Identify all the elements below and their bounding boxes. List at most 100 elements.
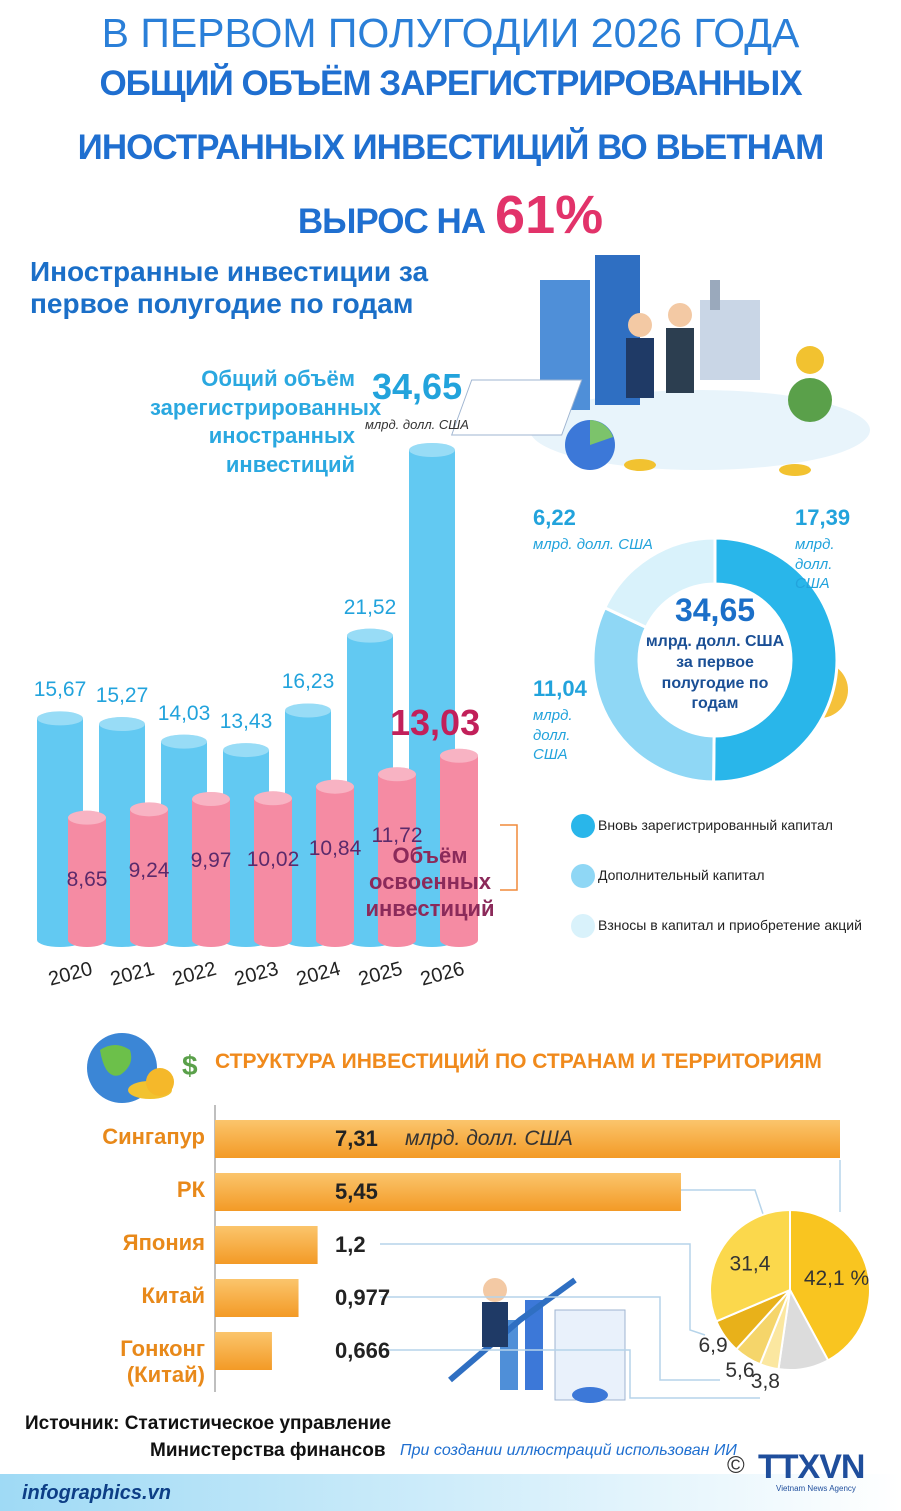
bar-cap: [347, 628, 393, 643]
header-line: ВЫРОС НА 61%: [0, 184, 901, 246]
bar-cap: [409, 443, 455, 457]
value-label: 6,9: [699, 1334, 728, 1357]
pie-slice: [712, 536, 839, 784]
header-line: ИНОСТРАННЫХ ИНВЕСТИЦИЙ ВО ВЬЕТНАМ: [77, 128, 825, 167]
bar: [215, 1279, 299, 1317]
unit: млрд. долл. США: [405, 1127, 573, 1150]
bar-base: [130, 933, 168, 947]
growth-illustration: [448, 1277, 626, 1403]
value-label: 1,2: [335, 1232, 366, 1257]
bar-cap: [99, 717, 145, 732]
total: 34,65: [674, 592, 756, 628]
category-label: Япония: [122, 1230, 205, 1255]
value-label: 42,1 %: [804, 1267, 869, 1290]
bar-cap: [68, 810, 106, 825]
value-label: 15,67: [33, 678, 87, 702]
pie-slice: [591, 605, 716, 784]
pie-slice: [789, 1208, 871, 1362]
bar: [316, 786, 354, 940]
unit: млрд. долл. США: [533, 536, 653, 553]
illustration: [450, 255, 870, 476]
unit: млрд. долл. США: [533, 707, 573, 763]
category-label: Китай: [141, 1283, 206, 1308]
value-label: 9,24: [128, 859, 170, 883]
bar: [192, 799, 230, 940]
pie-slice: [709, 1208, 791, 1323]
bar: [378, 774, 416, 940]
bar-cap: [440, 748, 478, 763]
bar-cap-shine: [68, 810, 106, 825]
bar: [130, 809, 168, 940]
header-line: ОБЩИЙ ОБЪЁМ ЗАРЕГИСТРИРОВАННЫХ: [99, 64, 802, 103]
bar-base: [440, 933, 478, 947]
bar-cap-shine: [223, 743, 269, 758]
category-label: РК: [176, 1177, 205, 1202]
header-line: В ПЕРВОМ ПОЛУГОДИИ 2026 ГОДА: [101, 10, 800, 56]
bar-cap: [285, 703, 331, 718]
unit: млрд. долл. США: [365, 417, 469, 432]
bar: [254, 798, 292, 940]
bar-base: [378, 933, 416, 947]
bar: [440, 755, 478, 940]
bar-cap-shine: [254, 791, 292, 806]
value-label: 31,4: [730, 1253, 771, 1276]
value-label: 0,977: [335, 1285, 391, 1310]
legend-marker: [571, 814, 595, 838]
value-label: 10,84: [308, 836, 362, 860]
value-label: 17,39: [795, 505, 851, 530]
value-label: 8,65: [66, 867, 108, 891]
logo-caption: Vietnam News Agency: [776, 1484, 856, 1493]
value-label: 10,02: [246, 848, 300, 872]
x-tick-label: 2025: [356, 958, 405, 991]
pie-slice: [602, 536, 717, 630]
source: Министерства финансов: [150, 1440, 386, 1461]
globe-icon: $: [87, 1033, 198, 1103]
footer-band: [0, 1474, 901, 1511]
value-label: 9,97: [190, 849, 232, 872]
bar-cap-shine: [440, 748, 478, 763]
legend-label: Взносы в капитал и приобретение акций: [598, 917, 862, 933]
x-tick-label: 2026: [418, 958, 467, 991]
bar-cap-shine: [37, 711, 83, 726]
bar-cap: [316, 779, 354, 794]
value-label: 13,43: [219, 710, 273, 734]
value-label: 11,04: [533, 676, 587, 701]
bar-cap: [254, 791, 292, 806]
value-label: 21,52: [343, 595, 397, 619]
legend-label: Дополнительный капитал: [598, 867, 765, 883]
chart-title: СТРУКТУРА ИНВЕСТИЦИЙ ПО СТРАНАМ И ТЕРРИТ…: [215, 1050, 822, 1073]
bar-base: [192, 933, 230, 947]
site: infographics.vn: [22, 1482, 171, 1504]
logo: TTXVN: [758, 1448, 865, 1486]
bar-cap-shine: [192, 792, 230, 807]
source: Источник: Статистическое управление: [25, 1413, 392, 1434]
legend-marker: [571, 914, 595, 938]
value-label: 16,23: [281, 670, 335, 694]
legend-label: Объём освоенных инвестиций: [365, 843, 495, 921]
bar-cap-shine: [285, 703, 331, 718]
header-highlight: 61%: [495, 185, 604, 245]
value-label: 7,31: [335, 1126, 378, 1151]
x-tick-label: 2024: [294, 958, 343, 991]
bar-base: [68, 933, 106, 947]
value-label: 5,6: [725, 1359, 754, 1382]
bracket: [500, 824, 518, 891]
ai-note: При создании иллюстраций использован ИИ: [400, 1442, 737, 1459]
value-label: 5,45: [335, 1179, 378, 1204]
value-label: 3,8: [751, 1370, 780, 1393]
bar-cap-shine: [99, 717, 145, 732]
value-label: 15,27: [95, 684, 149, 708]
svg-text:$: $: [182, 1050, 198, 1081]
value-label: 0,666: [335, 1338, 391, 1363]
bar-cap-shine: [130, 802, 168, 817]
chart-title: Иностранные инвестиции за первое полугод…: [30, 256, 429, 320]
bar-cap-shine: [316, 779, 354, 794]
bar-cap: [192, 792, 230, 807]
unit: млрд. долл. США: [795, 536, 835, 592]
bar-cap: [37, 711, 83, 726]
category-label: Гонконг (Китай): [120, 1336, 205, 1388]
header-text: ВЫРОС НА: [297, 202, 486, 241]
x-tick-label: 2021: [108, 958, 157, 991]
